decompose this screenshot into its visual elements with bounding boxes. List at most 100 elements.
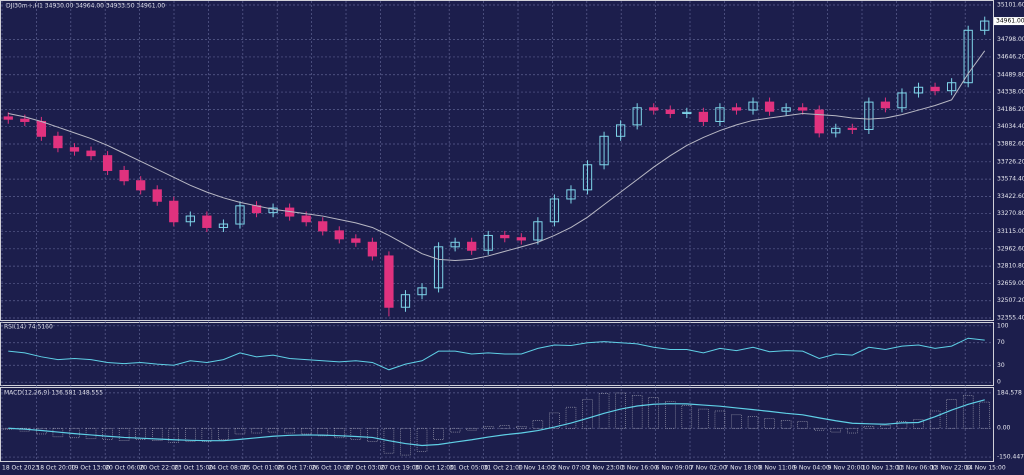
macd-bar xyxy=(847,427,858,434)
candle-body xyxy=(53,135,63,149)
candle-body xyxy=(980,20,990,31)
x-tick-label: 3 Nov 16:00 xyxy=(621,465,658,472)
rsi-title: RSI(14) 74.5160 xyxy=(4,324,53,331)
x-tick-label: 18 Oct 20:00 xyxy=(36,465,75,472)
x-tick-label: 23 Oct 15:00 xyxy=(174,465,213,472)
candle-body xyxy=(880,101,891,109)
candle-body xyxy=(615,124,626,137)
macd-bar xyxy=(764,418,775,429)
macd-bar xyxy=(830,427,841,433)
candle-body xyxy=(913,86,924,94)
candle-body xyxy=(467,241,477,251)
x-tick-label: 7 Nov 18:00 xyxy=(724,465,761,472)
candle-body xyxy=(930,86,940,92)
x-tick-label: 24 Oct 08:00 xyxy=(208,465,247,472)
y-tick-label: 32659.00 xyxy=(997,280,1024,287)
macd-bar xyxy=(367,427,378,442)
candle-body xyxy=(36,120,47,137)
macd-bar xyxy=(929,410,941,429)
x-tick-label: 14 Nov 15:00 xyxy=(965,465,1006,472)
y-tick-label: 32810.80 xyxy=(997,263,1024,270)
candle-body xyxy=(516,237,526,241)
macd-bar xyxy=(334,427,345,439)
y-tick-label: 0 xyxy=(997,379,1001,386)
macd-bar xyxy=(631,395,643,429)
main-title: DJI30m+,H1 34930.00 34964.00 34933.50 34… xyxy=(6,3,165,10)
macd-bar xyxy=(780,420,792,429)
macd-bar xyxy=(648,397,659,429)
macd-bar xyxy=(118,427,130,441)
x-tick-label: 25 Oct 17:00 xyxy=(277,465,316,472)
candle-body xyxy=(450,241,460,248)
y-tick-label: 33882.60 xyxy=(997,140,1024,147)
candle-body xyxy=(400,294,411,308)
x-tick-label: 8 Nov 11:00 xyxy=(759,465,796,472)
y-tick-label: 33422.60 xyxy=(997,193,1024,200)
candle-body xyxy=(748,101,758,111)
y-tick-label: 32962.60 xyxy=(997,245,1024,252)
candle-body xyxy=(417,287,427,296)
y-tick-label: 33726.20 xyxy=(997,158,1024,165)
x-tick-label: 1 Nov 14:00 xyxy=(518,465,555,472)
last-price-box xyxy=(994,17,1024,26)
candle-body xyxy=(764,101,775,112)
macd-bar xyxy=(665,401,676,429)
candle-body xyxy=(715,107,725,122)
candle-body xyxy=(268,207,278,214)
x-tick-label: 26 Oct 10:00 xyxy=(312,465,351,472)
rsi-frame xyxy=(0,322,994,386)
macd-bar xyxy=(962,395,974,429)
x-tick-label: 30 Oct 12:00 xyxy=(415,465,454,472)
macd-bar xyxy=(251,427,262,434)
y-tick-label: 35101.60 xyxy=(997,2,1024,9)
candle-body xyxy=(963,29,973,84)
candle-body xyxy=(533,221,543,241)
rsi-line xyxy=(8,337,985,371)
candle-body xyxy=(301,215,311,223)
y-tick-label: 34489.80 xyxy=(997,71,1024,78)
x-tick-label: 19 Oct 13:00 xyxy=(71,465,110,472)
x-tick-label: 20 Oct 22:00 xyxy=(140,465,179,472)
macd-bar xyxy=(863,426,875,429)
macd-bar xyxy=(714,410,726,429)
x-tick-label: 6 Nov 09:00 xyxy=(656,465,693,472)
macd-bar xyxy=(731,414,742,429)
candle-body xyxy=(235,205,245,225)
macd-bar xyxy=(598,393,610,429)
macd-bar xyxy=(797,421,808,429)
macd-bar xyxy=(400,427,411,456)
candle-body xyxy=(897,92,907,109)
macd-bar xyxy=(152,427,163,441)
y-tick-label: 34186.20 xyxy=(997,106,1024,113)
y-tick-label: 33270.80 xyxy=(997,210,1024,217)
macd-bar xyxy=(449,427,461,433)
y-tick-label: 184.578 xyxy=(997,389,1022,396)
macd-bar xyxy=(19,427,31,432)
candle-body xyxy=(86,150,96,157)
y-tick-label: -150.447 xyxy=(997,454,1024,461)
macd-bar xyxy=(582,399,593,429)
candle-body xyxy=(119,169,129,182)
candle-body xyxy=(814,109,824,134)
x-tick-label: 18 Oct 2023 xyxy=(2,465,39,472)
candle-body xyxy=(152,189,162,202)
candle-body xyxy=(649,107,659,111)
y-tick-label: 33574.40 xyxy=(997,176,1024,183)
macd-bar xyxy=(979,401,990,429)
x-tick-label: 20 Oct 06:00 xyxy=(105,465,144,472)
candle-body xyxy=(169,200,179,223)
y-tick-label: 34798.00 xyxy=(997,36,1024,43)
macd-bar xyxy=(234,427,246,435)
candle-body xyxy=(831,127,841,134)
y-tick-label: 34034.40 xyxy=(997,123,1024,130)
x-tick-label: 7 Nov 02:00 xyxy=(690,465,727,472)
macd-bar xyxy=(85,427,97,440)
y-tick-label: 34338.00 xyxy=(997,89,1024,96)
x-tick-label: 2 Nov 07:00 xyxy=(552,465,589,472)
macd-bar xyxy=(267,427,279,433)
candle-body xyxy=(102,155,113,171)
macd-bar xyxy=(218,427,229,440)
candle-body xyxy=(500,234,510,239)
macd-bar xyxy=(466,427,477,431)
